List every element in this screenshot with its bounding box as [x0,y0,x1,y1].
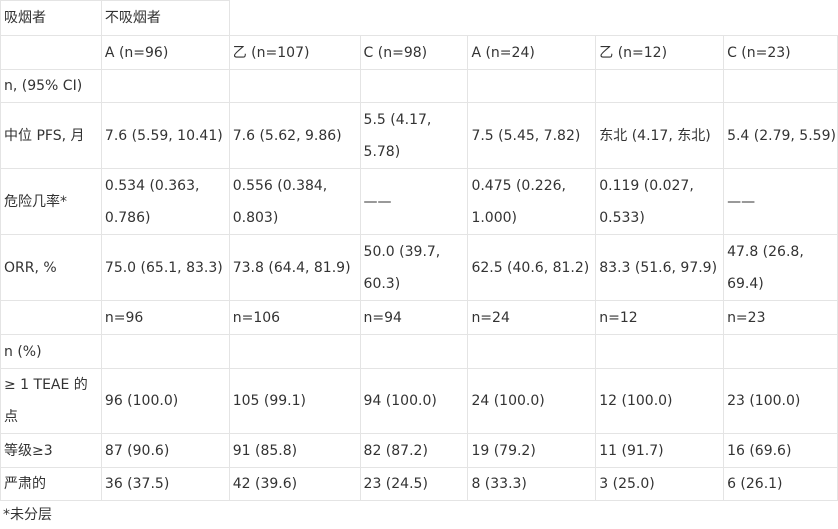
table-row: n=96 n=106 n=94 n=24 n=12 n=23 [0,300,838,335]
table-cell: 16 (69.6) [723,433,838,468]
table-cell [100,69,230,103]
table-cell: 73.8 (64.4, 81.9) [228,234,361,301]
table-cell [467,334,597,369]
table-cell [723,334,838,369]
table-cell: n=12 [595,300,725,335]
arm-header: 乙 (n=107) [228,35,361,70]
table-cell: 0.534 (0.363, 0.786) [100,168,230,235]
group-header-nonsmokers: 不吸烟者 [100,0,230,36]
table-cell: 7.6 (5.62, 9.86) [228,102,361,169]
row-label: n (%) [0,334,102,369]
table-cell: 105 (99.1) [228,368,361,434]
table-cell: 96 (100.0) [100,368,230,434]
table-cell [359,334,469,369]
header-row-arms: A (n=96) 乙 (n=107) C (n=98) A (n=24) 乙 (… [0,35,838,70]
table-cell: n=23 [723,300,838,335]
table-cell [595,334,725,369]
table-row: ≥ 1 TEAE 的点 96 (100.0) 105 (99.1) 94 (10… [0,368,838,434]
table-cell: 24 (100.0) [467,368,597,434]
arm-header: A (n=96) [100,35,230,70]
table-cell: 94 (100.0) [359,368,469,434]
table-cell: 42 (39.6) [228,467,361,501]
table-cell: 11 (91.7) [595,433,725,468]
table-cell: 82 (87.2) [359,433,469,468]
arm-header: A (n=24) [467,35,597,70]
table-cell: 0.475 (0.226, 1.000) [467,168,597,235]
table-cell: 东北 (4.17, 东北) [595,102,725,169]
table-cell [359,69,469,103]
table-cell [228,69,361,103]
table-cell: 62.5 (40.6, 81.2) [467,234,597,301]
table-cell: 19 (79.2) [467,433,597,468]
table-cell: 8 (33.3) [467,467,597,501]
table-row: ORR, % 75.0 (65.1, 83.3) 73.8 (64.4, 81.… [0,234,838,301]
table-cell: 91 (85.8) [228,433,361,468]
table-cell: n=94 [359,300,469,335]
table-cell: n=24 [467,300,597,335]
table-cell: —— [723,168,838,235]
row-label [0,300,102,335]
table-cell: 75.0 (65.1, 83.3) [100,234,230,301]
arm-header: C (n=23) [723,35,838,70]
table-cell [100,334,230,369]
corner-cell [0,35,102,70]
group-header-smokers: 吸烟者 [0,0,102,36]
table-cell: 5.4 (2.79, 5.59) [723,102,838,169]
row-label: ≥ 1 TEAE 的点 [0,368,102,434]
arm-header: C (n=98) [359,35,469,70]
table-cell: 36 (37.5) [100,467,230,501]
table-row: 等级≥3 87 (90.6) 91 (85.8) 82 (87.2) 19 (7… [0,433,838,468]
row-label: 中位 PFS, 月 [0,102,102,169]
table-cell: 47.8 (26.8, 69.4) [723,234,838,301]
table-cell [723,69,838,103]
results-table: 吸烟者 不吸烟者 A (n=96) 乙 (n=107) C (n=98) A (… [0,0,838,501]
table-cell: n=106 [228,300,361,335]
table-row: n (%) [0,334,838,369]
header-row-groups: 吸烟者 不吸烟者 [0,0,838,36]
table-row: n, (95% CI) [0,69,838,103]
row-label: n, (95% CI) [0,69,102,103]
table-row: 危险几率* 0.534 (0.363, 0.786) 0.556 (0.384,… [0,168,838,235]
table-cell: 6 (26.1) [723,467,838,501]
table-cell: 7.5 (5.45, 7.82) [467,102,597,169]
table-cell: 0.119 (0.027, 0.533) [595,168,725,235]
table-cell: —— [359,168,469,235]
row-label: 等级≥3 [0,433,102,468]
blank-cell [229,1,837,36]
table-cell: 5.5 (4.17, 5.78) [359,102,469,169]
table-cell: 23 (24.5) [359,467,469,501]
table-cell: 50.0 (39.7, 60.3) [359,234,469,301]
row-label: ORR, % [0,234,102,301]
table-cell: 83.3 (51.6, 97.9) [595,234,725,301]
row-label: 危险几率* [0,168,102,235]
table-cell: 23 (100.0) [723,368,838,434]
table-cell [595,69,725,103]
footnote: *未分层 [3,507,52,523]
row-label: 严肃的 [0,467,102,501]
table-row: 严肃的 36 (37.5) 42 (39.6) 23 (24.5) 8 (33.… [0,467,838,501]
table-cell: n=96 [100,300,230,335]
table-cell: 3 (25.0) [595,467,725,501]
arm-header: 乙 (n=12) [595,35,725,70]
table-cell [228,334,361,369]
table-cell: 0.556 (0.384, 0.803) [228,168,361,235]
table-cell: 87 (90.6) [100,433,230,468]
table-row: 中位 PFS, 月 7.6 (5.59, 10.41) 7.6 (5.62, 9… [0,102,838,169]
table-cell [467,69,597,103]
table-cell: 12 (100.0) [595,368,725,434]
table-cell: 7.6 (5.59, 10.41) [100,102,230,169]
